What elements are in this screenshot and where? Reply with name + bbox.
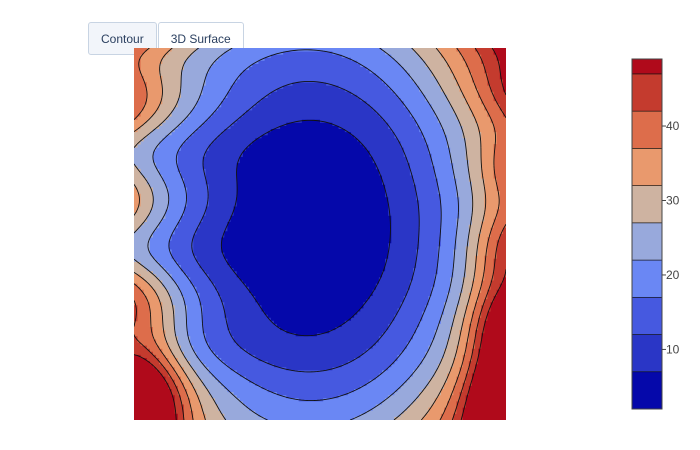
contour-line-1: [191, 81, 420, 373]
colorbar-segment-0: [631, 371, 663, 410]
colorbar-segment-7: [631, 110, 663, 149]
colorbar-tick-label: 10: [666, 342, 680, 356]
contour-band-6: [134, 48, 501, 420]
contour-plot-area: [134, 48, 506, 420]
colorbar-segment-4: [631, 222, 663, 261]
colorbar: 10 20 30 40: [631, 58, 680, 410]
contour-band-1: [192, 82, 420, 371]
contour-line-4: [134, 48, 474, 420]
contour-band-8: [134, 48, 506, 420]
colorbar-segment-5: [631, 185, 663, 224]
colorbar-segment-6: [631, 148, 663, 186]
contour-line-7: [134, 48, 506, 420]
contour-line-2: [168, 49, 442, 401]
contour-line-5: [134, 48, 487, 420]
colorbar-segment-1: [631, 334, 663, 373]
colorbar-outline: [631, 58, 663, 410]
colorbar-segment-2: [631, 296, 663, 335]
tab-contour[interactable]: Contour: [88, 22, 157, 55]
contour-band-0: [220, 119, 392, 337]
colorbar-segment-9: [631, 58, 663, 75]
contour-line-6: [134, 48, 500, 420]
colorbar-segment-3: [631, 259, 663, 298]
colorbar-tick-label: 30: [666, 193, 680, 207]
contour-line-3: [147, 48, 459, 420]
contour-line-0: [220, 119, 391, 337]
colorbar-tick-label: 20: [666, 268, 680, 282]
contour-line-8: [134, 48, 506, 420]
colorbar-tick-label: 40: [666, 119, 680, 133]
colorbar-segment-8: [631, 73, 663, 112]
contour-band-5: [134, 48, 485, 420]
